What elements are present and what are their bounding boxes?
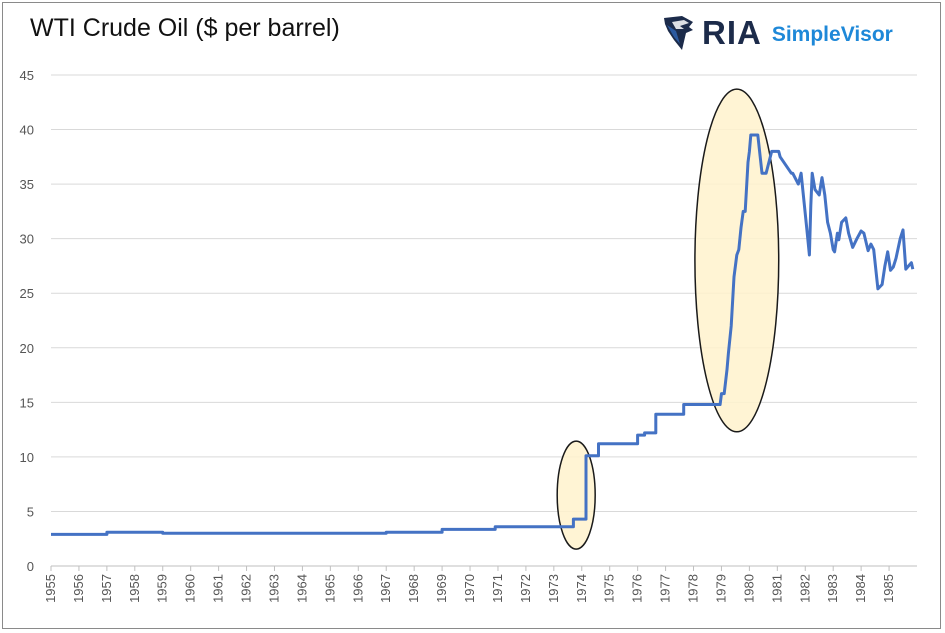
y-tick-label: 20 [20, 341, 34, 356]
x-tick-label: 1982 [797, 574, 812, 603]
x-tick-label: 1962 [239, 574, 254, 603]
series-line [51, 133, 915, 536]
x-tick-label: 1963 [266, 574, 281, 603]
x-tick-label: 1961 [211, 574, 226, 603]
logo-simplevisor-text: SimpleVisor [771, 23, 893, 46]
y-tick-label: 10 [20, 450, 34, 465]
x-tick-label: 1969 [434, 574, 449, 603]
x-tick-label: 1977 [658, 574, 673, 603]
x-tick-label: 1970 [462, 574, 477, 603]
x-tick-label: 1978 [686, 574, 701, 603]
highlight-ellipses [556, 88, 780, 550]
x-tick-label: 1956 [71, 574, 86, 603]
y-tick-label: 35 [20, 177, 34, 192]
x-tick-label: 1980 [741, 574, 756, 603]
x-tick-label: 1960 [183, 574, 198, 603]
x-tick-label: 1985 [881, 574, 896, 603]
y-tick-label: 0 [27, 559, 34, 574]
x-tick-label: 1967 [378, 574, 393, 603]
logo-ria-text: RIA [702, 14, 762, 51]
x-tick-label: 1964 [294, 574, 309, 603]
y-tick-label: 30 [20, 232, 34, 247]
gridlines [51, 74, 917, 512]
x-axis [50, 565, 917, 571]
chart-title: WTI Crude Oil ($ per barrel) [30, 14, 340, 42]
x-tick-label: 1955 [43, 574, 58, 603]
y-tick-label: 25 [20, 286, 34, 301]
y-axis-ticks: 0 5 10 15 20 25 30 35 40 45 [20, 68, 34, 574]
x-tick-label: 1975 [602, 574, 617, 603]
x-tick-label: 1972 [518, 574, 533, 603]
x-tick-label: 1983 [825, 574, 840, 603]
series-lines [51, 133, 915, 536]
x-tick-label: 1974 [574, 574, 589, 603]
x-tick-label: 1968 [406, 574, 421, 603]
x-tick-label: 1958 [127, 574, 142, 603]
x-tick-label: 1973 [546, 574, 561, 603]
x-tick-label: 1966 [350, 574, 365, 603]
x-tick-label: 1981 [769, 574, 784, 603]
y-tick-label: 15 [20, 395, 34, 410]
x-tick-label: 1959 [155, 574, 170, 603]
x-tick-label: 1976 [630, 574, 645, 603]
x-axis-ticks: 1955 1956 1957 1958 1959 1960 1961 1962 1963 1964… [43, 574, 896, 603]
x-tick-label: 1984 [853, 574, 868, 603]
x-tick-label: 1971 [490, 574, 505, 603]
eagle-head-icon [664, 16, 693, 50]
y-tick-label: 5 [27, 504, 34, 519]
x-tick-label: 1957 [99, 574, 114, 603]
y-tick-label: 45 [20, 68, 34, 83]
x-tick-label: 1979 [713, 574, 728, 603]
ria-simplevisor-logo: RIA SimpleVisor [662, 12, 893, 54]
x-tick-label: 1965 [322, 574, 337, 603]
y-tick-label: 40 [20, 123, 34, 138]
